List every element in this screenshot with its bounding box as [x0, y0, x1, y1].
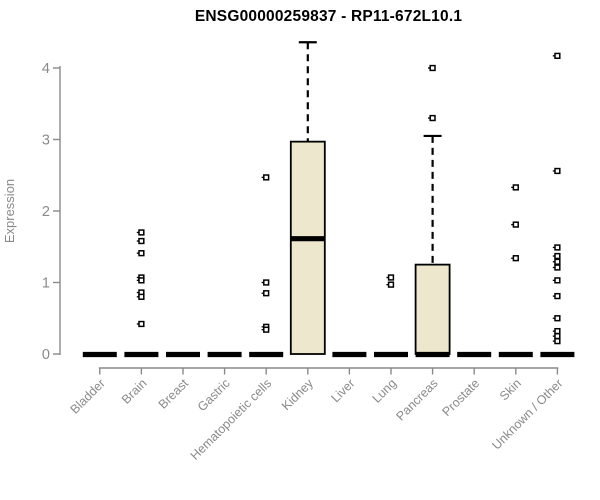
y-tick-label: 0: [42, 347, 50, 363]
outlier-point-unknown-other: [554, 244, 561, 251]
x-tick-label: Skin: [497, 376, 524, 403]
outlier-point-brain: [138, 229, 145, 236]
outlier-point-unknown-other: [554, 258, 561, 265]
outlier-point-hematopoietic-cells: [263, 326, 270, 333]
y-tick-label: 2: [42, 204, 50, 220]
x-tick-label: Kidney: [279, 376, 316, 413]
outlier-point-unknown-other: [554, 337, 561, 345]
outlier-point-brain: [138, 293, 145, 300]
x-tick-label: Brain: [119, 376, 150, 407]
outlier-point-lung: [387, 281, 395, 288]
outlier-point-hematopoietic-cells: [263, 279, 270, 286]
outlier-point-skin: [512, 221, 519, 228]
y-tick-label: 3: [42, 133, 50, 149]
outlier-point-unknown-other: [554, 52, 561, 59]
x-tick-label: Unknown / Other: [489, 376, 565, 452]
y-tick-label: 4: [42, 61, 50, 77]
outlier-point-unknown-other: [554, 167, 561, 175]
outlier-point-brain: [138, 277, 145, 284]
box-kidney: [289, 140, 326, 355]
x-tick-label: Gastric: [195, 376, 233, 414]
outlier-point-skin: [512, 184, 519, 191]
x-tick-label: Pancreas: [393, 376, 440, 423]
x-tick-label: Hematopoietic cells: [188, 376, 275, 463]
y-tick-label: 1: [42, 276, 50, 292]
outlier-point-unknown-other: [554, 292, 561, 300]
x-tick-label: Breast: [156, 376, 192, 412]
x-tick-label: Liver: [328, 376, 357, 405]
outlier-point-brain: [138, 320, 145, 328]
outlier-point-pancreas: [429, 114, 436, 122]
outlier-point-pancreas: [429, 64, 436, 72]
outlier-point-unknown-other: [554, 315, 561, 322]
y-axis-label: Expression: [2, 179, 17, 243]
outlier-point-unknown-other: [554, 264, 561, 271]
outlier-point-hematopoietic-cells: [263, 174, 270, 181]
outlier-point-brain: [138, 250, 145, 257]
outlier-point-unknown-other: [554, 332, 561, 340]
outlier-point-skin: [512, 255, 519, 262]
x-tick-label: Lung: [370, 376, 400, 406]
outlier-point-hematopoietic-cells: [263, 290, 270, 297]
box-pancreas: [414, 263, 451, 355]
x-tick-label: Prostate: [439, 376, 482, 419]
chart-title: ENSG00000259837 - RP11-672L10.1: [194, 8, 463, 25]
outlier-point-brain: [138, 237, 145, 245]
outlier-point-unknown-other: [554, 277, 561, 284]
outlier-point-unknown-other: [554, 327, 561, 335]
outlier-point-lung: [387, 274, 395, 281]
outlier-point-unknown-other: [554, 252, 561, 260]
x-tick-label: Bladder: [68, 376, 108, 416]
